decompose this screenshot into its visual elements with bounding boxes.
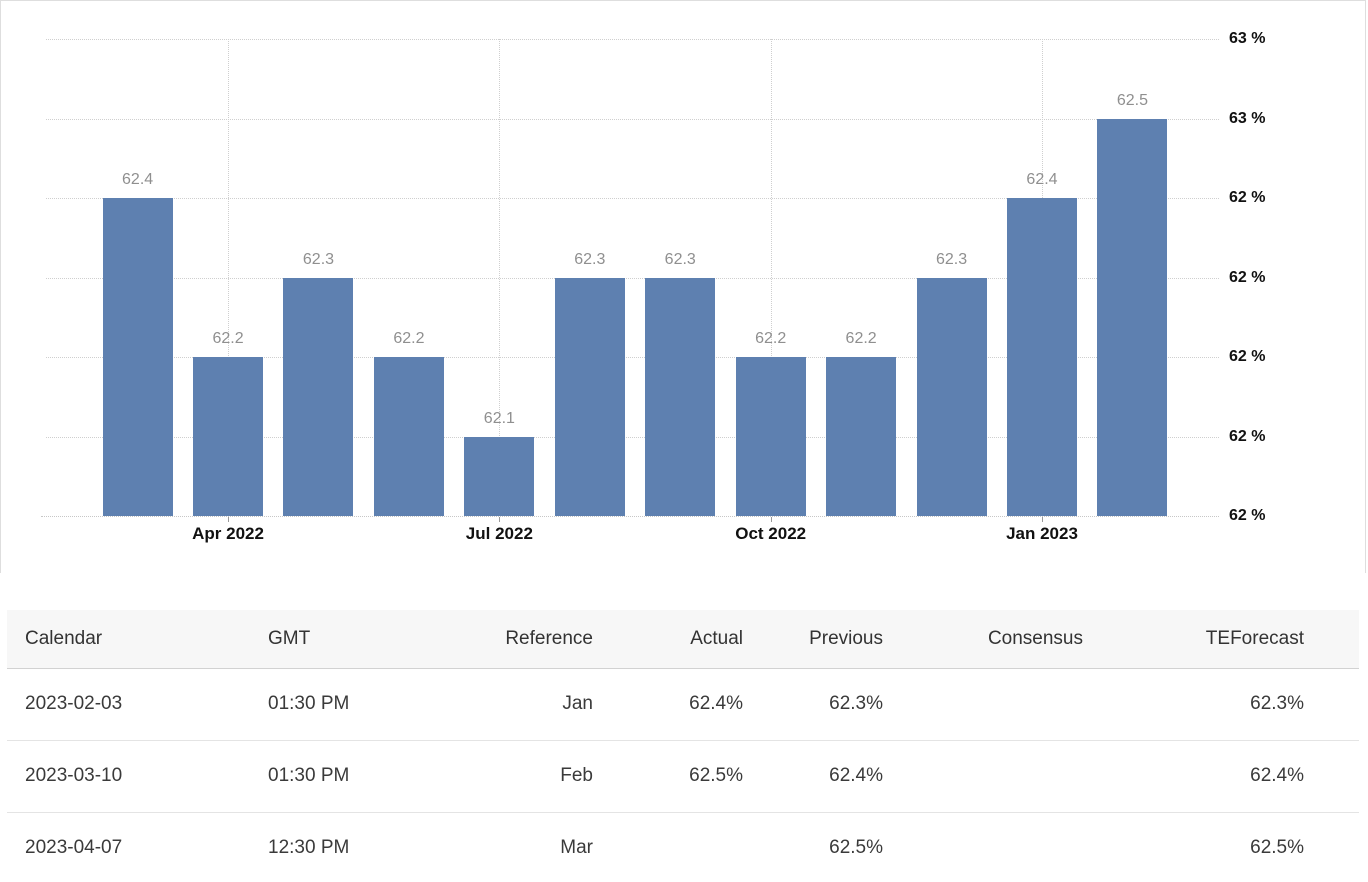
bar-value-label: 62.2 xyxy=(393,330,425,347)
bar[interactable] xyxy=(735,357,806,516)
table-cell-actual: 62.5% xyxy=(593,740,743,813)
table-cell-reference: Feb xyxy=(453,740,593,813)
bar-value-label: 62.4 xyxy=(1026,171,1058,188)
bar[interactable] xyxy=(102,198,173,516)
y-axis-label: 62 % xyxy=(1229,427,1266,445)
y-axis-label: 62 % xyxy=(1229,268,1266,286)
table-cell-gmt: 01:30 PM xyxy=(250,668,453,741)
table-cell-calendar: 2023-03-10 xyxy=(7,740,250,813)
table-cell-previous: 62.3% xyxy=(743,668,883,741)
bar[interactable] xyxy=(554,277,625,516)
table-cell-teforecast: 62.3% xyxy=(1083,668,1359,741)
y-axis-label: 63 % xyxy=(1229,109,1266,127)
table-cell-consensus xyxy=(883,668,1083,741)
table-cell-gmt: 12:30 PM xyxy=(268,837,350,859)
bar-value-label: 62.3 xyxy=(302,250,335,268)
table-row: 2023-04-07 12:30 PM Mar 62.5% 62.5% xyxy=(7,812,1359,882)
x-axis-tick xyxy=(770,517,772,522)
table-header-row: Calendar GMT Reference Actual Previous Consen… xyxy=(7,610,1359,669)
table-cell-actual xyxy=(593,812,743,882)
gridline-horizontal xyxy=(46,277,1219,279)
bar-value-label: 62.2 xyxy=(845,330,877,347)
table-row: 2023-02-03 01:30 PM Jan 62.4% 62.3% 62.3% xyxy=(7,668,1359,741)
bar[interactable] xyxy=(1007,198,1077,516)
bar-value-label: 62.4 xyxy=(122,171,154,188)
bar-value-label: 62.5 xyxy=(1116,91,1149,109)
column-header-consensus: Consensus xyxy=(883,610,1083,669)
table-cell-teforecast: 62.4% xyxy=(1083,740,1359,813)
table-cell-calendar: 2023-04-07 xyxy=(25,837,123,859)
y-axis-label: 62 % xyxy=(1229,507,1266,524)
x-axis-line xyxy=(41,516,1219,517)
table-cell-teforecast: 62.5% xyxy=(1250,837,1304,859)
gridline-horizontal xyxy=(46,118,1219,120)
bar[interactable] xyxy=(645,277,716,516)
table-cell-actual: 62.4% xyxy=(593,668,743,741)
bar-value-label: 62.2 xyxy=(212,330,244,347)
table-cell-calendar: 2023-02-03 xyxy=(7,668,250,741)
column-header-previous: Previous xyxy=(743,610,883,669)
bar-value-label: 62.2 xyxy=(755,330,787,347)
gridline-horizontal xyxy=(46,198,1219,199)
column-header-gmt: GMT xyxy=(250,610,453,669)
x-axis-label: Jan 2023 xyxy=(1006,524,1078,543)
bar[interactable] xyxy=(373,357,444,516)
bar[interactable] xyxy=(1097,118,1168,516)
bar[interactable] xyxy=(826,357,897,516)
gridline-vertical xyxy=(770,39,772,516)
table-cell-reference: Jan xyxy=(453,668,593,741)
y-axis-label: 63 % xyxy=(1229,30,1266,47)
x-axis-tick xyxy=(228,517,230,522)
table-cell-reference: Mar xyxy=(560,837,593,859)
calendar-table: Calendar GMT Reference Actual Previous Consen… xyxy=(7,610,1359,882)
table-row: 2023-03-10 01:30 PM Feb 62.5% 62.4% 62.4% xyxy=(7,740,1359,813)
x-axis-tick xyxy=(1042,517,1043,522)
y-axis-label: 62 % xyxy=(1229,348,1266,365)
gridline-vertical xyxy=(499,39,501,516)
bar[interactable] xyxy=(916,277,987,516)
bar-value-label: 62.3 xyxy=(664,250,696,268)
bar[interactable] xyxy=(193,357,264,516)
gridline-horizontal xyxy=(46,39,1219,40)
table-cell-previous: 62.4% xyxy=(743,740,883,813)
bar-value-label: 62.3 xyxy=(574,250,606,268)
x-axis-label: Oct 2022 xyxy=(735,524,807,543)
x-axis-label: Jul 2022 xyxy=(465,524,533,543)
bar-value-label: 62.3 xyxy=(935,250,968,268)
table-cell-consensus xyxy=(883,740,1083,813)
gridline-vertical xyxy=(228,39,230,516)
gridline-horizontal xyxy=(46,357,1219,358)
column-header-calendar: Calendar xyxy=(7,610,250,669)
bar[interactable] xyxy=(283,277,354,516)
bar-chart-panel: 63 % 63 % 62 % 62 % 62 % 62 % 62 % Apr 2022 Jul … xyxy=(0,0,1366,573)
table-cell-previous: 62.5% xyxy=(829,837,883,859)
table-cell-gmt: 01:30 PM xyxy=(250,740,453,813)
bar-value-label: 62.1 xyxy=(483,409,515,427)
x-axis-label: Apr 2022 xyxy=(192,524,264,543)
bar[interactable] xyxy=(464,436,535,516)
calendar-table-wrap: Calendar GMT Reference Actual Previous Consen… xyxy=(7,610,1361,882)
y-axis-label: 62 % xyxy=(1229,189,1266,206)
gridline-horizontal xyxy=(46,436,1219,438)
column-header-reference: Reference xyxy=(453,610,593,669)
column-header-teforecast: TEForecast xyxy=(1083,610,1359,669)
x-axis-tick xyxy=(499,517,501,522)
column-header-actual: Actual xyxy=(593,610,743,669)
table-cell-consensus xyxy=(883,812,1083,882)
